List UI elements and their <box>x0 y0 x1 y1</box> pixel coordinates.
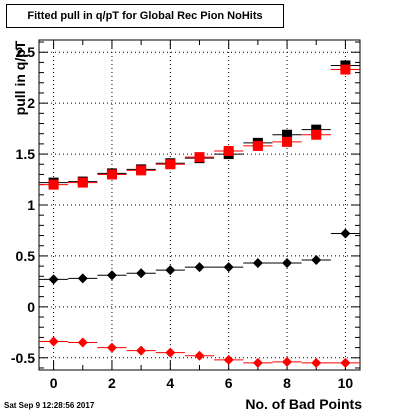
data-point <box>106 169 117 180</box>
data-point <box>165 265 176 276</box>
data-point <box>194 262 205 273</box>
y-tick-label: 1 <box>27 197 35 213</box>
timestamp: Sat Sep 9 12:28:56 2017 <box>4 401 95 410</box>
data-point <box>48 274 59 285</box>
data-point <box>311 255 322 265</box>
data-point <box>311 357 322 368</box>
x-tick-label: 8 <box>283 375 291 391</box>
data-point <box>48 179 59 190</box>
data-point <box>165 347 176 358</box>
data-point <box>282 258 293 269</box>
data-point <box>340 357 351 368</box>
data-point <box>48 336 59 347</box>
data-point <box>282 136 293 147</box>
data-point <box>77 273 88 284</box>
x-tick-label: 6 <box>225 375 233 391</box>
data-point <box>282 356 293 367</box>
data-point <box>194 152 205 163</box>
y-tick-label: -0.5 <box>11 350 35 366</box>
data-point <box>136 165 147 176</box>
x-axis-label: No. of Bad Points <box>245 396 362 412</box>
y-tick-label: 0.5 <box>16 248 36 264</box>
data-point <box>223 354 234 365</box>
y-tick-label: 2 <box>27 95 35 111</box>
data-point <box>252 357 263 368</box>
data-point <box>77 177 88 188</box>
chart-title: Fitted pull in q/pT for Global Rec Pion … <box>6 4 284 28</box>
data-point <box>165 159 176 170</box>
data-point <box>106 342 117 353</box>
x-tick-label: 4 <box>166 375 174 391</box>
data-point <box>136 268 147 279</box>
data-point <box>136 345 147 356</box>
data-point <box>252 258 263 269</box>
data-point <box>77 337 88 348</box>
data-point <box>252 140 263 151</box>
y-tick-label: 2.5 <box>16 44 36 60</box>
data-point <box>106 270 117 281</box>
data-point <box>311 129 322 140</box>
data-point <box>223 262 234 273</box>
x-tick-label: 10 <box>338 375 354 391</box>
data-point <box>340 228 351 239</box>
x-tick-label: 2 <box>108 375 116 391</box>
y-tick-label: 1.5 <box>16 146 36 162</box>
data-point <box>223 146 234 157</box>
x-tick-label: 0 <box>50 375 58 391</box>
y-tick-label: 0 <box>27 299 35 315</box>
data-point <box>340 64 351 75</box>
data-point <box>282 129 293 140</box>
data-point <box>194 350 205 361</box>
data-point <box>311 124 322 135</box>
